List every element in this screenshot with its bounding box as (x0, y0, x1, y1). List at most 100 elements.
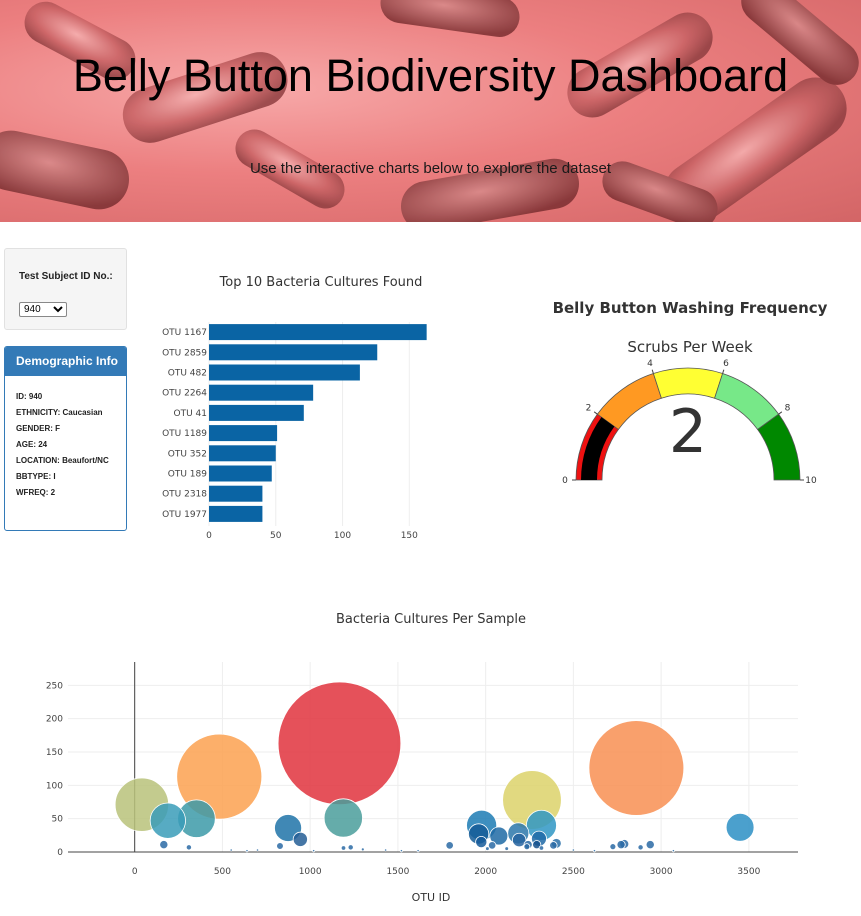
bubble (416, 849, 420, 853)
bar-category-label: OTU 2264 (162, 389, 207, 399)
page-subtitle: Use the interactive charts below to expl… (249, 160, 612, 177)
bubble (487, 841, 497, 850)
bubble (549, 841, 558, 850)
gauge-tick-label: 6 (723, 359, 729, 369)
bubble (399, 849, 404, 853)
bar-x-tick-label: 50 (270, 531, 282, 541)
bubble (523, 843, 531, 851)
gauge-value-label: 2 (669, 397, 707, 467)
bubble (725, 813, 755, 842)
subject-selector-well: Test Subject ID No.: 940 (4, 248, 127, 330)
gauge-tick-label: 4 (647, 359, 653, 369)
bubble (571, 848, 575, 852)
gauge-title: Belly Button Washing Frequency (553, 299, 828, 317)
demographic-info-body: ID: 940 ETHNICITY: Caucasian GENDER: F A… (5, 376, 126, 497)
bacteria-bubble-chart[interactable]: Bacteria Cultures Per Sample 0 50 100 150 200… (0, 600, 861, 916)
bar-x-tick-label: 100 (334, 531, 351, 541)
bubble (340, 845, 347, 851)
bubble (276, 842, 284, 850)
bubble (176, 733, 263, 820)
hero-banner: Belly Button Biodiversity Dashboard Use … (0, 0, 861, 222)
subject-id-dropdown[interactable]: 940 (19, 302, 67, 317)
gauge-zone (596, 372, 662, 431)
demographic-row-location: LOCATION: Beaufort/NC (16, 456, 109, 465)
bar (209, 404, 304, 421)
bubble-x-tick-label: 2000 (474, 867, 497, 877)
gauge-tick (593, 411, 598, 415)
bubble-x-tick-label: 1500 (386, 867, 409, 877)
bar-category-label: OTU 1189 (162, 429, 207, 439)
bubble-y-tick-label: 100 (46, 781, 63, 791)
bubble (292, 831, 308, 847)
bubble-y-tick-label: 200 (46, 715, 63, 725)
bar (209, 364, 360, 381)
bubble-chart-title: Bacteria Cultures Per Sample (336, 612, 526, 627)
bubble (384, 848, 388, 852)
gauge-zone (652, 367, 724, 399)
bar-x-tick-label: 150 (401, 531, 418, 541)
bar-category-label: OTU 189 (168, 470, 207, 480)
bubble (538, 845, 545, 851)
bubble-x-tick-label: 3500 (737, 867, 760, 877)
bar-category-label: OTU 1977 (162, 510, 207, 520)
gauge-subtitle: Scrubs Per Week (627, 338, 753, 356)
gauge-value-bar (581, 417, 615, 480)
bubble (360, 847, 365, 852)
bar-category-label: OTU 2318 (162, 490, 207, 500)
bubble (149, 802, 186, 839)
bar-chart-title: Top 10 Bacteria Cultures Found (219, 275, 423, 290)
bar (209, 384, 314, 401)
bubble (475, 835, 488, 849)
bar-category-label: OTU 41 (174, 409, 207, 419)
bar (209, 445, 276, 462)
bacteria-background-image (0, 0, 859, 222)
demographic-info-title: Demographic Info (5, 347, 126, 376)
gauge-zone (757, 413, 801, 481)
bubble (645, 840, 655, 850)
bar-category-label: OTU 1167 (162, 328, 207, 338)
bubble-y-tick-label: 0 (57, 848, 63, 858)
bubble (637, 844, 644, 851)
bubble-y-tick-label: 250 (46, 681, 63, 691)
bubble (185, 844, 192, 851)
top-bacteria-bar-chart[interactable]: Top 10 Bacteria Cultures Found 0 50 100 150 O… (136, 262, 436, 552)
bubble-x-axis-title: OTU ID (412, 891, 451, 904)
gauge-tick-label: 10 (805, 476, 817, 486)
gauge-tick-label: 0 (562, 476, 568, 486)
bar (209, 324, 427, 341)
bubble (255, 848, 260, 852)
washing-frequency-gauge[interactable]: Belly Button Washing Frequency Scrubs Per… (540, 290, 840, 500)
gauge-tick (778, 411, 783, 415)
subject-selector-label: Test Subject ID No.: (19, 271, 113, 282)
demographic-row-age: AGE: 24 (16, 440, 48, 449)
bubble (504, 846, 509, 851)
bar (209, 465, 272, 482)
bubble-x-tick-label: 1000 (299, 867, 322, 877)
bar (209, 425, 278, 442)
bubble (159, 840, 169, 850)
bubble (588, 720, 685, 816)
demographic-row-bbtype: BBTYPE: I (16, 472, 56, 481)
bubble-x-tick-label: 0 (132, 867, 138, 877)
gauge-tick-label: 2 (586, 404, 592, 414)
bar (209, 485, 263, 502)
bubble (616, 840, 626, 850)
bar (209, 344, 378, 361)
demographic-row-ethnicity: ETHNICITY: Caucasian (16, 408, 103, 417)
demographic-info-panel: Demographic Info ID: 940 ETHNICITY: Cauc… (4, 346, 127, 531)
bubble (347, 844, 354, 851)
gauge-tick (651, 369, 654, 374)
bubble (445, 841, 454, 850)
bubble-x-tick-label: 3000 (650, 867, 673, 877)
bubble-y-tick-label: 150 (46, 748, 63, 758)
bubble (245, 849, 249, 853)
bubble (671, 849, 676, 853)
demographic-row-id: ID: 940 (16, 392, 43, 401)
bar-category-label: OTU 482 (168, 369, 207, 379)
bubble (485, 846, 490, 851)
bubble-y-tick-label: 50 (52, 815, 64, 825)
bar-x-tick-label: 0 (206, 531, 212, 541)
gauge-tick-label: 8 (785, 404, 791, 414)
bubble (511, 832, 527, 848)
bar-category-label: OTU 2859 (162, 348, 207, 358)
